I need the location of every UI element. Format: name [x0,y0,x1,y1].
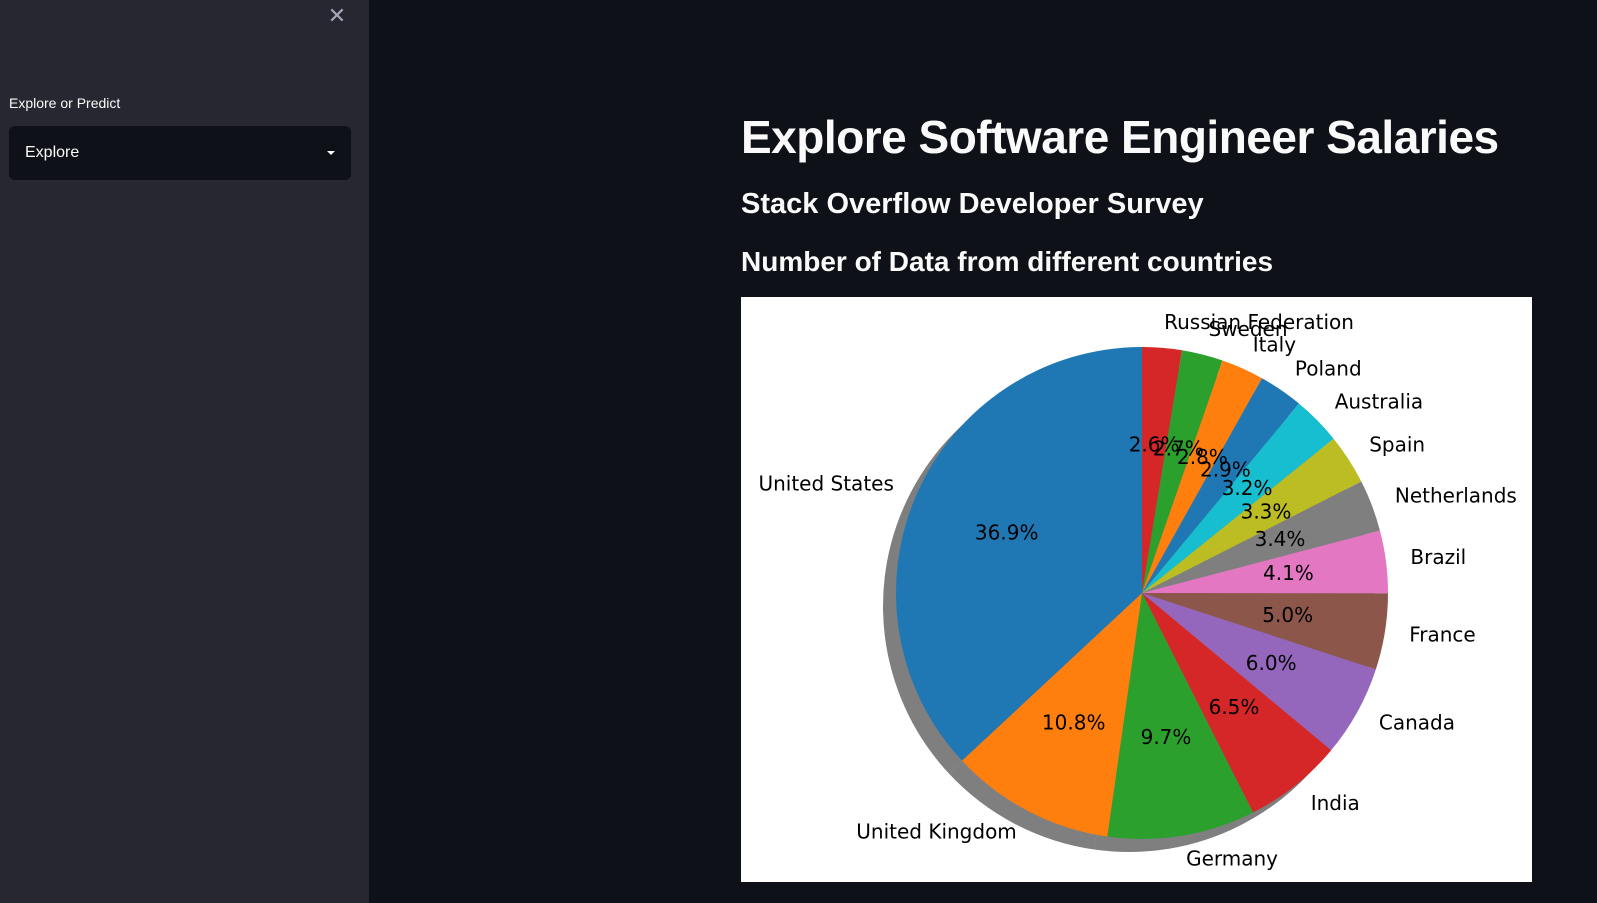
chevron-down-icon [327,151,335,155]
pie-category-label-brazil: Brazil [1410,545,1466,569]
pie-slice-india [1142,593,1332,813]
pie-category-label-france: France [1409,622,1476,646]
pie-pct-label-india: 6.5% [1209,695,1260,719]
pie-category-label-netherlands: Netherlands [1395,483,1517,507]
pie-slice-united-states [896,347,1142,761]
section-title: Number of Data from different countries [741,246,1274,277]
pie-category-label-poland: Poland [1295,356,1362,380]
pie-category-label-united-states: United States [758,472,893,496]
pie-slice-brazil [1142,530,1388,594]
pie-pct-label-brazil: 4.1% [1263,561,1314,585]
pie-slice-canada [1142,593,1376,751]
pie-slice-russian-federation [1142,347,1183,593]
pie-slice-spain [1142,438,1362,593]
page-title: Explore Software Engineer Salaries [741,111,1499,163]
pie-category-label-canada: Canada [1379,710,1455,734]
pie-category-label-germany: Germany [1186,847,1278,871]
select-label: Explore or Predict [9,95,121,111]
pie-pct-label-sweden: 2.7% [1153,436,1204,460]
pie-slice-italy [1142,360,1262,593]
pie-slice-netherlands [1142,481,1380,593]
pie-pct-label-australia: 3.2% [1222,476,1273,500]
pie-pct-label-canada: 6.0% [1246,651,1297,675]
pie-slice-australia [1142,403,1334,593]
pie-category-label-sweden: Sweden [1209,317,1288,341]
pie-pct-label-netherlands: 3.4% [1255,527,1306,551]
pie-pct-label-united-kingdom: 10.8% [1042,710,1106,734]
pie-category-label-india: India [1311,791,1360,815]
sidebar: ✕ Explore or Predict Explore [0,0,369,903]
pie-pct-label-spain: 3.3% [1241,499,1292,523]
pie-category-label-australia: Australia [1335,390,1423,414]
pie-chart-svg: 2.6%2.7%2.8%2.9%3.2%3.3% 3.4% 4.1% 5.0% 6.0%… [758,310,1517,871]
pie-category-label-united-kingdom: United Kingdom [856,819,1017,843]
pie-slice-sweden [1142,350,1223,593]
pie-category-label-russian-federation: Russian Federation [1164,310,1354,334]
pie-slice-poland [1142,378,1299,593]
pie-pct-label-united-states: 36.9% [975,521,1039,545]
page-subtitle: Stack Overflow Developer Survey [741,188,1204,220]
pie-pct-label-poland: 2.9% [1200,458,1251,482]
pie-slice-germany [1107,593,1254,839]
pie-category-label-italy: Italy [1253,333,1297,357]
select-value: Explore [25,144,80,161]
pie-pct-label-russian-federation: 2.6% [1129,432,1180,456]
explore-predict-select[interactable]: Explore [9,126,351,180]
pie-pct-label-italy: 2.8% [1177,445,1228,469]
pie-category-label-spain: Spain [1369,433,1425,457]
pie-pct-label-france: 5.0% [1262,603,1313,627]
pie-chart: 2.6% 2.7% 2.8% 2.9% 3.2% 3.3% 3.4% 4.1% 5.0% 6.0%… [741,297,1532,882]
pie-slice-france [1142,593,1388,670]
pie-slice-united-kingdom [962,593,1142,837]
close-sidebar-icon[interactable]: ✕ [327,3,347,28]
pie-pct-label-germany: 9.7% [1141,725,1192,749]
